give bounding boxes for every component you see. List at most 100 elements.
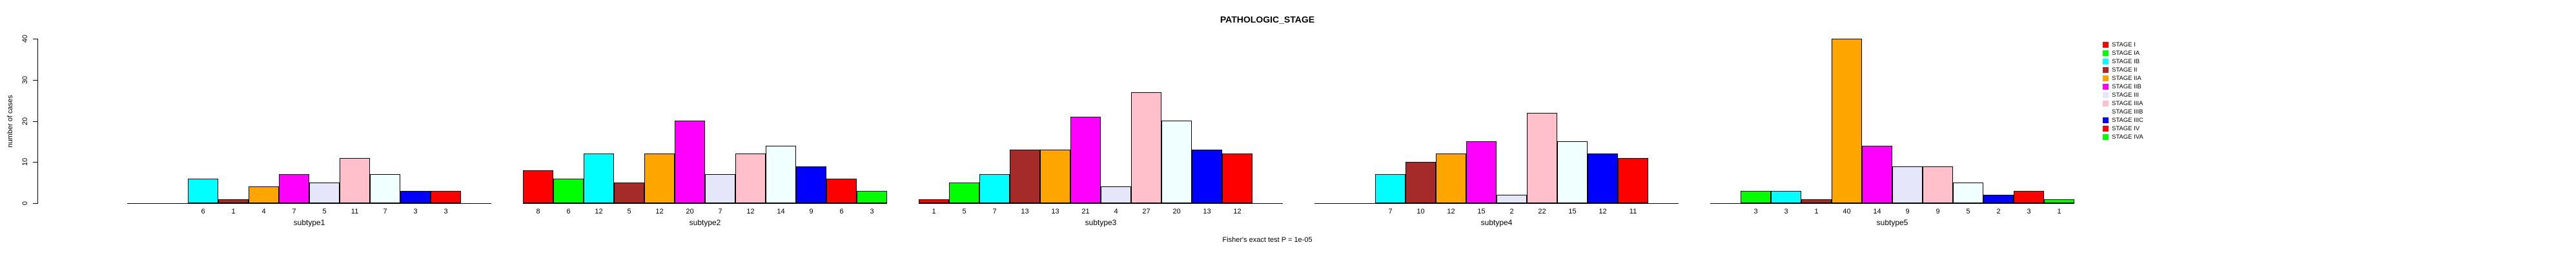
bar-stage-iiia [1131, 92, 1161, 203]
y-axis-tick [33, 162, 37, 163]
bar-value-label: 11 [1629, 208, 1637, 215]
bar-value-label: 1 [932, 208, 936, 215]
group-label-subtype3: subtype3 [1085, 218, 1117, 227]
bar-stage-ia [553, 179, 584, 203]
bar-value-label: 1 [1814, 208, 1819, 215]
bar-value-label: 5 [962, 208, 966, 215]
bar-value-label: 2 [1509, 208, 1514, 215]
bar-stage-iii [705, 174, 735, 203]
y-axis-label: number of cases [6, 94, 14, 148]
legend-swatch [2103, 50, 2109, 56]
bar-value-label: 22 [1538, 208, 1546, 215]
x-axis-baseline [1710, 203, 2074, 204]
bar-value-label: 4 [1114, 208, 1118, 215]
bar-value-label: 9 [809, 208, 813, 215]
bar-stage-iiib [766, 146, 796, 203]
legend-label: STAGE IA [2112, 50, 2140, 57]
bar-stage-iia [1436, 154, 1466, 203]
legend-swatch [2103, 126, 2109, 132]
legend-swatch [2103, 84, 2109, 90]
bar-group-subtype4: 7 10 12 15 2 22 15 12 11 subtype4 [1314, 0, 1679, 258]
bar-stage-iv [2014, 191, 2044, 203]
bar-stage-ib [188, 179, 218, 203]
legend-swatch [2103, 92, 2109, 98]
bar-group-subtype2: 8 6 12 5 12 20 7 12 14 9 6 3 subtype2 [523, 0, 887, 258]
bar-stage-iib [1070, 117, 1101, 203]
bar-stage-ii [1801, 199, 1832, 203]
bar-value-label: 15 [1568, 208, 1577, 215]
caption: Fisher's exact test P = 1e-05 [1222, 236, 1313, 244]
bar-group-subtype5: 3 3 1 40 14 9 9 5 2 3 1 subtype5 [1710, 0, 2074, 258]
bar-value-label: 7 [992, 208, 997, 215]
y-axis-tick [33, 79, 37, 81]
bar-value-label: 5 [1966, 208, 1970, 215]
bar-value-label: 3 [444, 208, 448, 215]
x-axis-baseline [523, 203, 887, 204]
legend-label: STAGE IIB [2112, 83, 2142, 90]
bar-stage-ib [979, 174, 1010, 203]
bar-stage-iva [857, 191, 887, 203]
x-axis-baseline [1314, 203, 1679, 204]
y-axis-tick-label: 0 [21, 201, 29, 206]
bar-value-label: 3 [2027, 208, 2031, 215]
bar-value-label: 21 [1081, 208, 1090, 215]
bar-stage-iv [431, 191, 461, 203]
bar-value-label: 12 [655, 208, 664, 215]
bar-value-label: 13 [1051, 208, 1059, 215]
bar-stage-ib [1771, 191, 1801, 203]
bar-stage-iva [2044, 199, 2074, 203]
legend-swatch [2103, 101, 2109, 106]
legend-swatch [2103, 42, 2109, 48]
legend-swatch [2103, 109, 2109, 115]
legend-label: STAGE IIA [2112, 75, 2142, 82]
legend-item: STAGE IV [2103, 124, 2140, 133]
bar-stage-i [523, 170, 553, 203]
legend-label: STAGE IVA [2112, 134, 2143, 141]
bar-stage-iiib [370, 174, 400, 203]
x-axis-baseline [919, 203, 1283, 204]
group-label-subtype2: subtype2 [689, 218, 721, 227]
legend-item: STAGE II [2103, 66, 2137, 74]
bar-stage-iiic [1983, 195, 2014, 203]
bar-value-label: 2 [1996, 208, 2001, 215]
bar-stage-iib [675, 121, 705, 203]
y-axis-tick [33, 121, 37, 122]
bar-stage-ii [1010, 150, 1040, 203]
bar-stage-iiia [340, 158, 370, 203]
legend-label: STAGE II [2112, 66, 2138, 74]
y-axis-tick-label: 30 [21, 75, 29, 84]
bar-value-label: 14 [1873, 208, 1881, 215]
bar-value-label: 15 [1477, 208, 1486, 215]
bar-stage-iia [1832, 39, 1862, 203]
bar-stage-ib [584, 154, 614, 203]
bar-stage-iiib [1161, 121, 1192, 203]
bar-stage-iiia [735, 154, 766, 203]
group-label-subtype1: subtype1 [293, 218, 325, 227]
legend-label: STAGE IIIA [2112, 100, 2143, 107]
bar-value-label: 10 [1416, 208, 1425, 215]
bar-value-label: 1 [2057, 208, 2061, 215]
bar-value-label: 7 [718, 208, 722, 215]
legend-label: STAGE I [2112, 41, 2136, 48]
legend-label: STAGE IIIB [2112, 108, 2143, 115]
y-axis-tick-label: 10 [21, 158, 29, 166]
bar-value-label: 7 [383, 208, 387, 215]
bar-value-label: 5 [322, 208, 327, 215]
bar-stage-i [919, 199, 949, 203]
legend-item: STAGE III [2103, 91, 2139, 99]
bar-value-label: 12 [595, 208, 603, 215]
legend-item: STAGE IIIA [2103, 99, 2143, 108]
bar-stage-iiib [1557, 141, 1588, 203]
bar-stage-iv [1222, 154, 1252, 203]
bar-stage-iia [644, 154, 675, 203]
bar-value-label: 3 [1753, 208, 1758, 215]
bar-value-label: 14 [777, 208, 785, 215]
group-label-subtype5: subtype5 [1876, 218, 1908, 227]
bar-stage-iii [309, 183, 340, 203]
y-axis-tick-label: 40 [21, 34, 29, 43]
bar-stage-iib [1466, 141, 1497, 203]
bar-value-label: 6 [839, 208, 844, 215]
bar-value-label: 5 [627, 208, 631, 215]
bar-stage-iv [826, 179, 857, 203]
